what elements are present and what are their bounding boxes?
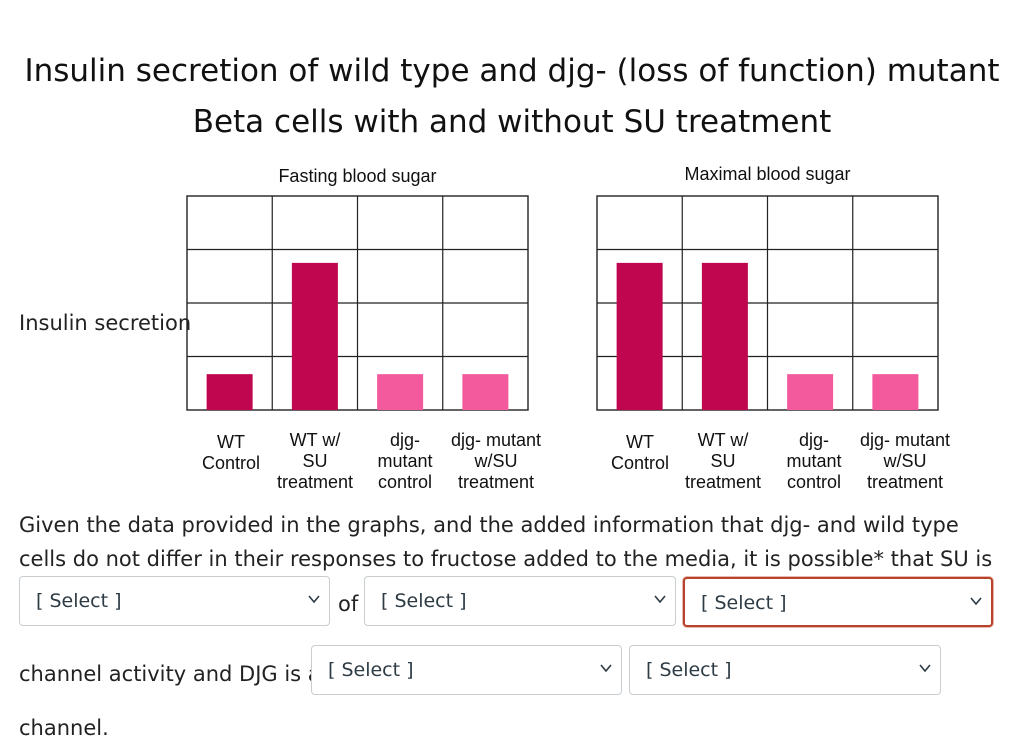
select-value: [ Select ] bbox=[381, 590, 467, 612]
chart-title: Maximal blood sugar bbox=[684, 164, 850, 184]
insulin-secretion-charts: Fasting blood sugar WT Control WT w/SU treat… bbox=[186, 164, 950, 492]
page-title-line1: Insulin secretion of wild type and djg- … bbox=[24, 53, 1000, 89]
tick-label: WT Control bbox=[202, 432, 260, 473]
tick-label: djg-mutant control bbox=[786, 430, 841, 492]
bar-3 bbox=[787, 374, 834, 410]
plot-frame bbox=[596, 195, 939, 411]
bar-1 bbox=[206, 374, 253, 410]
tick-label: djg- mutant w/SU treatment bbox=[860, 430, 950, 492]
select-value: [ Select ] bbox=[701, 592, 787, 614]
select-dropdown-5[interactable]: [ Select ] bbox=[629, 645, 941, 695]
chevron-down-icon bbox=[919, 664, 931, 673]
tick-label: WT w/SU treatment bbox=[685, 430, 761, 492]
select-dropdown-4[interactable]: [ Select ] bbox=[311, 645, 622, 695]
bar-4 bbox=[462, 374, 509, 410]
bar-2 bbox=[701, 262, 748, 410]
of-text: of bbox=[338, 592, 359, 616]
question-text: Given the data provided in the graphs, a… bbox=[19, 513, 993, 571]
select-dropdown-2[interactable]: [ Select ] bbox=[364, 576, 676, 626]
y-axis-label: Insulin secretion bbox=[19, 311, 192, 335]
bar-2 bbox=[291, 262, 338, 410]
plot-frame bbox=[186, 195, 529, 411]
tick-label: djg-mutant control bbox=[377, 430, 432, 492]
select-dropdown-3[interactable]: [ Select ] bbox=[683, 577, 993, 627]
select-value: [ Select ] bbox=[36, 590, 122, 612]
bar-4 bbox=[872, 374, 919, 410]
chart-title: Fasting blood sugar bbox=[278, 166, 436, 186]
chevron-down-icon bbox=[654, 595, 666, 604]
channel-text: channel. bbox=[19, 716, 109, 740]
chevron-down-icon bbox=[308, 595, 320, 604]
channel-activity-text: channel activity and DJG is a bbox=[19, 662, 321, 686]
bar-3 bbox=[377, 374, 424, 410]
bar-1 bbox=[616, 262, 663, 410]
tick-label: WT Control bbox=[611, 432, 669, 473]
tick-label: WT w/SU treatment bbox=[277, 430, 353, 492]
chevron-down-icon bbox=[970, 597, 982, 606]
page-title-line2: Beta cells with and without SU treatment bbox=[192, 104, 832, 140]
select-dropdown-1[interactable]: [ Select ] bbox=[19, 576, 330, 626]
tick-label: djg- mutant w/SU treatment bbox=[451, 430, 541, 492]
chevron-down-icon bbox=[600, 664, 612, 673]
select-value: [ Select ] bbox=[646, 659, 732, 681]
select-value: [ Select ] bbox=[328, 659, 414, 681]
